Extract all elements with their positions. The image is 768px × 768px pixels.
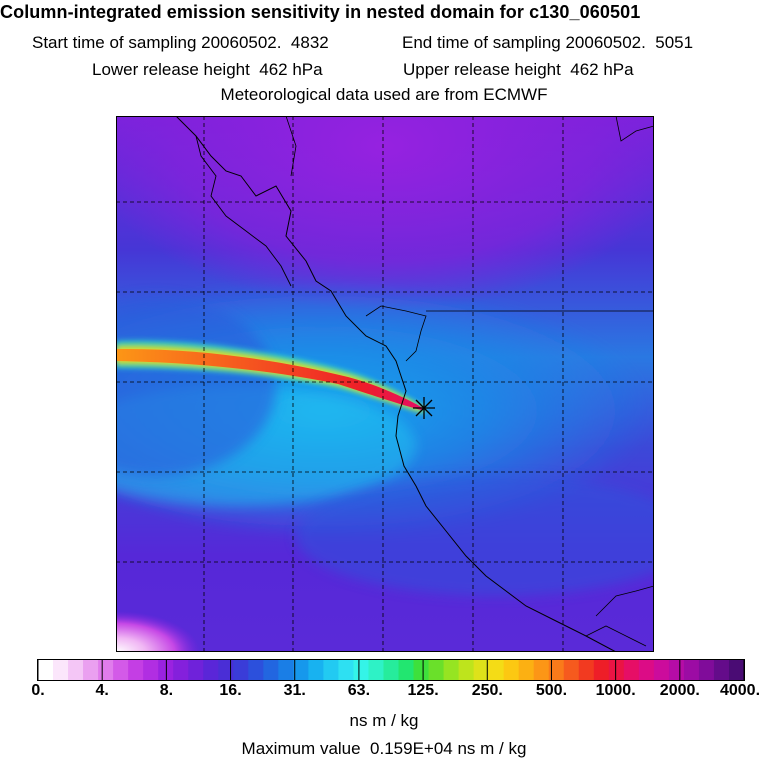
- color-swatch: [713, 660, 730, 680]
- color-swatch: [443, 660, 460, 680]
- color-swatch: [338, 660, 354, 680]
- color-swatch: [353, 660, 369, 680]
- color-swatch: [203, 660, 219, 680]
- color-swatch: [143, 660, 159, 680]
- color-swatch: [638, 660, 655, 680]
- color-swatch: [98, 660, 114, 680]
- lat-lon-grid: [116, 116, 654, 652]
- color-swatch: [578, 660, 595, 680]
- color-swatch: [413, 660, 430, 680]
- color-swatch: [128, 660, 144, 680]
- color-scale-frame: [37, 659, 745, 681]
- color-swatch: [728, 660, 745, 680]
- color-swatch: [368, 660, 384, 680]
- release-point-star: [413, 397, 435, 419]
- color-scale-tick-label: 500.: [535, 682, 568, 699]
- color-swatch: [503, 660, 520, 680]
- plume-core: [116, 348, 423, 410]
- color-swatch: [218, 660, 234, 680]
- end-time-label: End time of sampling 20060502. 5051: [402, 33, 694, 52]
- color-swatch: [428, 660, 445, 680]
- map-title: Column-integrated emission sensitivity i…: [0, 2, 641, 22]
- color-scale-tick-label: 250.: [471, 682, 503, 699]
- color-swatch: [38, 660, 54, 680]
- upper-release-label: Upper release height 462 hPa: [403, 60, 634, 79]
- color-scale-bar: [37, 659, 745, 681]
- color-swatch: [548, 660, 565, 680]
- unit-label: ns m / kg: [349, 711, 419, 730]
- maximum-value-label: Maximum value 0.159E+04 ns m / kg: [241, 739, 527, 758]
- color-swatch: [248, 660, 264, 680]
- coastline: [175, 116, 617, 652]
- color-swatch: [518, 660, 535, 680]
- color-swatch: [113, 660, 129, 680]
- color-scale-tick-label: 8.: [159, 682, 174, 699]
- color-scale-tick-label: 4.: [95, 682, 109, 699]
- color-scale-tick-label: 125.: [407, 682, 439, 699]
- lower-release-label: Lower release height 462 hPa: [92, 60, 323, 79]
- met-data-label: Meteorological data used are from ECMWF: [220, 85, 548, 104]
- color-swatch: [623, 660, 640, 680]
- color-swatch: [488, 660, 505, 680]
- color-swatch: [458, 660, 475, 680]
- color-swatch: [653, 660, 670, 680]
- color-swatch: [608, 660, 625, 680]
- color-swatch: [593, 660, 610, 680]
- color-swatch: [323, 660, 339, 680]
- color-scale-tick-label: 63.: [347, 682, 371, 699]
- color-swatch: [278, 660, 294, 680]
- color-scale-tick-label: 1000.: [595, 682, 636, 699]
- color-swatch: [293, 660, 309, 680]
- color-scale-tick-label: 4000.: [719, 682, 761, 699]
- color-scale-tick-label: 2000.: [659, 682, 700, 699]
- color-swatch: [53, 660, 69, 680]
- color-swatch: [263, 660, 279, 680]
- color-swatch: [563, 660, 580, 680]
- color-swatch: [473, 660, 490, 680]
- color-swatch: [83, 660, 99, 680]
- color-swatch: [383, 660, 400, 680]
- sensitivity-map: [116, 116, 654, 652]
- color-swatch: [68, 660, 84, 680]
- color-scale-tick-label: 16.: [219, 682, 242, 699]
- color-scale-tick-label: 0.: [31, 682, 45, 699]
- color-scale-tick-label: 31.: [283, 682, 306, 699]
- color-swatch: [173, 660, 189, 680]
- color-swatch: [308, 660, 324, 680]
- map-frame: [116, 116, 654, 652]
- color-swatch: [683, 660, 700, 680]
- color-swatch: [233, 660, 249, 680]
- color-swatch: [188, 660, 204, 680]
- color-swatch: [533, 660, 550, 680]
- color-swatch: [698, 660, 715, 680]
- start-time-label: Start time of sampling 20060502. 4832: [32, 33, 329, 52]
- color-swatch: [668, 660, 685, 680]
- color-swatch: [398, 660, 415, 680]
